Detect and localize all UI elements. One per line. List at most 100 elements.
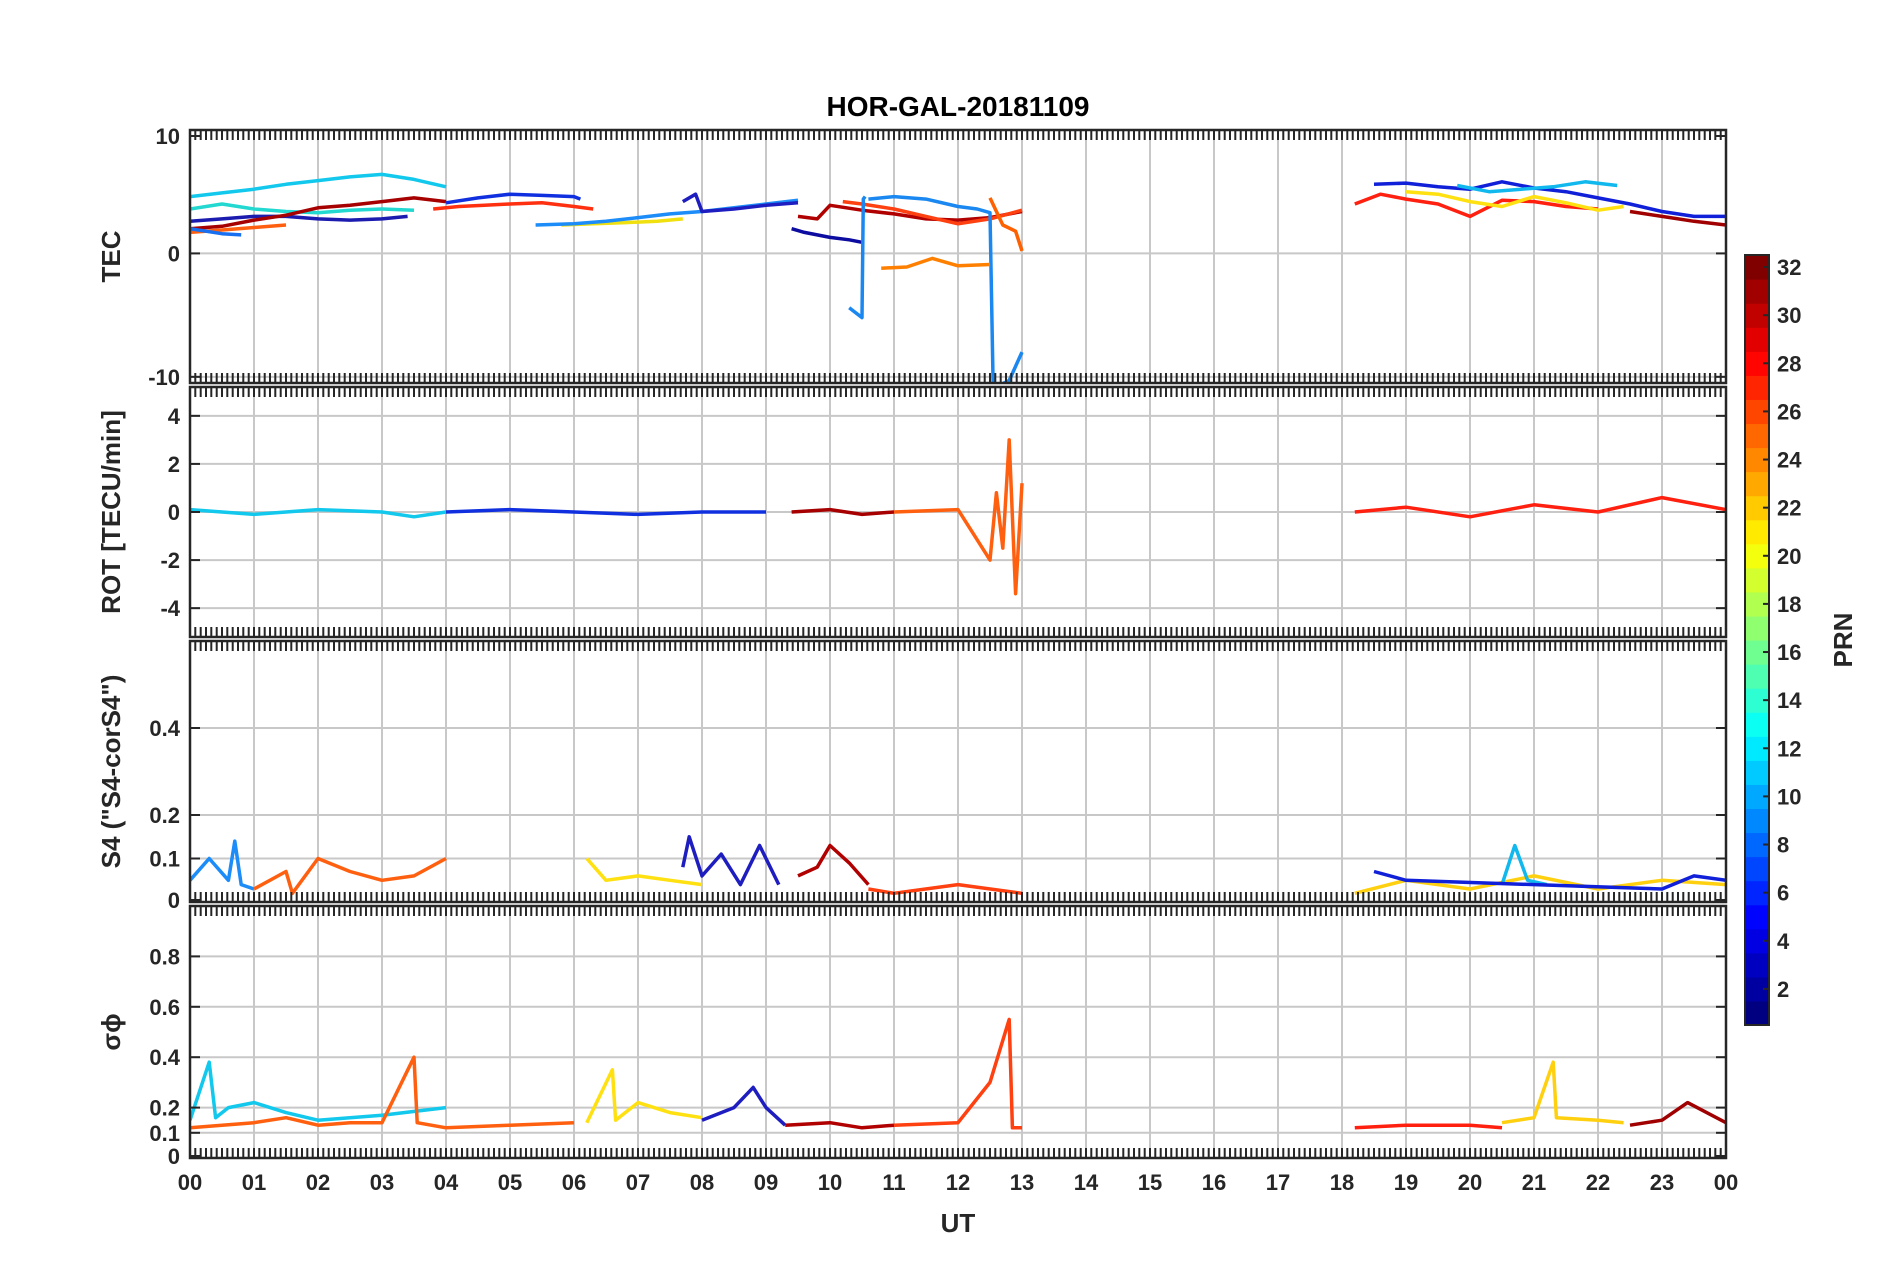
x-tick-label: 08	[690, 1170, 714, 1195]
series-group	[190, 835, 1726, 896]
colorbar-tick-label: 4	[1777, 929, 1790, 954]
grid-lines	[190, 387, 1726, 637]
series-line-prn-31	[797, 843, 870, 886]
series-line-prn-11	[190, 1060, 447, 1122]
y-axis-label-tec: TEC	[96, 230, 126, 282]
y-axis-label-sigma: σϕ	[96, 1013, 126, 1050]
colorbar-label: PRN	[1828, 613, 1858, 668]
y-tick-label: 0	[168, 1144, 180, 1169]
x-tick-label: 00	[178, 1170, 202, 1195]
x-tick-label: 02	[306, 1170, 330, 1195]
y-tick-label: 0.8	[149, 944, 180, 969]
grid-lines	[190, 130, 1726, 383]
y-tick-label: 4	[168, 404, 181, 429]
series-line-prn-26	[868, 882, 1023, 896]
series-line-prn-5	[445, 507, 766, 517]
series-line-prn-20	[1405, 189, 1624, 212]
colorbar-swatch	[1745, 856, 1769, 882]
tick-marks	[189, 641, 1727, 902]
y-tick-label: 0	[168, 241, 180, 266]
colorbar-tick-label: 30	[1777, 303, 1801, 328]
y-tick-label: 0.1	[149, 1121, 180, 1146]
colorbar-tick-label: 28	[1777, 351, 1801, 376]
chart-title: HOR-GAL-20181109	[826, 91, 1089, 122]
series-line-prn-5	[445, 192, 582, 205]
x-axis-tick-labels: 00 01 02 03 04 05 06 07 08 09 10 11 12 13 14 15 16 17 18 19…	[178, 1170, 1738, 1195]
series-line-prn-4	[791, 227, 863, 245]
x-tick-label: 13	[1010, 1170, 1034, 1195]
panel-tec: 10 0 -10 TEC	[96, 124, 1728, 390]
colorbar-swatch	[1745, 519, 1769, 545]
series-line-prn-9	[868, 194, 1024, 383]
x-tick-label: 23	[1650, 1170, 1674, 1195]
colorbar-tick-label: 20	[1777, 544, 1801, 569]
colorbar-swatch	[1745, 567, 1769, 593]
series-group	[190, 438, 1726, 596]
y-tick-label: 0.2	[149, 1096, 180, 1121]
x-tick-label: 14	[1074, 1170, 1099, 1195]
y-tick-label: -2	[160, 548, 180, 573]
panel-s4: 0.4 0.2 0.1 0 S4 ("S4-corS4")	[96, 639, 1728, 913]
colorbar-tick-label: 14	[1777, 688, 1802, 713]
series-line-prn-31	[797, 203, 1023, 222]
colorbar-swatch	[1745, 952, 1769, 978]
x-tick-label: 00	[1714, 1170, 1738, 1195]
series-line-prn-9	[848, 195, 867, 320]
series-line-prn-20	[1501, 1060, 1624, 1125]
series-line-prn-26	[893, 1017, 1022, 1130]
y-tick-label: 0.2	[149, 803, 180, 828]
series-line-prn-23	[881, 256, 991, 270]
colorbar-tick-label: 6	[1777, 881, 1789, 906]
y-tick-labels: 0.8 0.6 0.4 0.20.10	[149, 944, 1726, 1169]
series-line-prn-20	[585, 857, 703, 887]
colorbar-tick-label: 2	[1777, 977, 1789, 1002]
colorbar-swatch	[1745, 375, 1769, 400]
panel-sigma: 0.8 0.6 0.4 0.20.10 σϕ	[96, 904, 1728, 1169]
series-line-prn-3	[681, 192, 799, 214]
x-tick-label: 19	[1394, 1170, 1418, 1195]
colorbar-swatch	[1745, 615, 1769, 641]
x-tick-label: 04	[434, 1170, 459, 1195]
series-line-prn-27	[1354, 1123, 1503, 1130]
x-tick-label: 21	[1522, 1170, 1546, 1195]
y-tick-label: 0.1	[149, 847, 180, 872]
y-axis-label-s4: S4 ("S4-corS4")	[96, 675, 126, 869]
x-tick-label: 10	[818, 1170, 842, 1195]
colorbar-swatch	[1745, 760, 1769, 785]
y-tick-label: 0.4	[149, 1045, 180, 1070]
colorbar-tick-label: 16	[1777, 640, 1801, 665]
colorbar-swatch	[1745, 327, 1769, 352]
series-group	[190, 1017, 1726, 1130]
minor-ticks	[189, 641, 1727, 902]
colorbar-tick-label: 24	[1777, 448, 1802, 473]
x-tick-label: 12	[946, 1170, 970, 1195]
y-tick-label: -4	[160, 596, 180, 621]
series-line-prn-25	[190, 1055, 575, 1130]
y-tick-label: 0.6	[149, 995, 180, 1020]
series-line-prn-11	[1500, 843, 1548, 887]
x-tick-label: 16	[1202, 1170, 1226, 1195]
y-axis-label-rot: ROT [TECU/min]	[96, 410, 126, 614]
x-tick-label: 17	[1266, 1170, 1290, 1195]
x-tick-label: 11	[882, 1170, 905, 1195]
y-tick-label: 0.4	[149, 716, 180, 741]
y-tick-label: 10	[156, 124, 180, 149]
y-tick-label: 0	[168, 888, 180, 913]
series-line-prn-27	[433, 201, 594, 211]
colorbar-frame	[1744, 254, 1770, 1026]
series-line-prn-3	[701, 1085, 787, 1127]
x-tick-label: 07	[626, 1170, 650, 1195]
series-line-prn-31	[791, 507, 895, 517]
colorbar-tick-label: 22	[1777, 496, 1801, 521]
grid-lines	[190, 906, 1726, 1158]
series-line-prn-31	[190, 196, 447, 231]
y-tick-labels: 0.4 0.2 0.1 0	[149, 716, 1726, 913]
series-line-prn-27	[1354, 495, 1726, 519]
series-line-prn-31	[1629, 209, 1726, 227]
y-tick-label: 2	[168, 452, 180, 477]
colorbar-tick-label: 8	[1777, 833, 1789, 858]
series-group	[190, 172, 1726, 383]
